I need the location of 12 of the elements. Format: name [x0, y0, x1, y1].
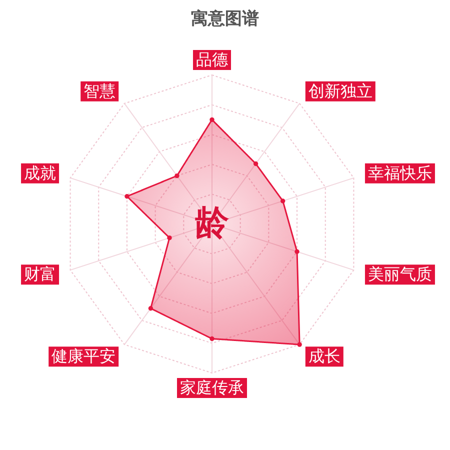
chart-title: 寓意图谱 [191, 9, 259, 29]
spoke-label: 成就 [24, 163, 56, 182]
spoke-label: 健康平安 [52, 346, 116, 366]
spoke-label: 美丽气质 [368, 264, 432, 284]
spoke-label: 幸福快乐 [368, 163, 432, 182]
spoke-label: 品德 [196, 50, 228, 69]
spoke-label: 创新独立 [308, 81, 372, 100]
spoke-label: 智慧 [84, 81, 116, 100]
spoke-label: 财富 [24, 264, 56, 284]
spoke-label: 成长 [308, 346, 340, 366]
spoke-label: 家庭传承 [180, 378, 244, 397]
text: 龄 [195, 203, 230, 243]
